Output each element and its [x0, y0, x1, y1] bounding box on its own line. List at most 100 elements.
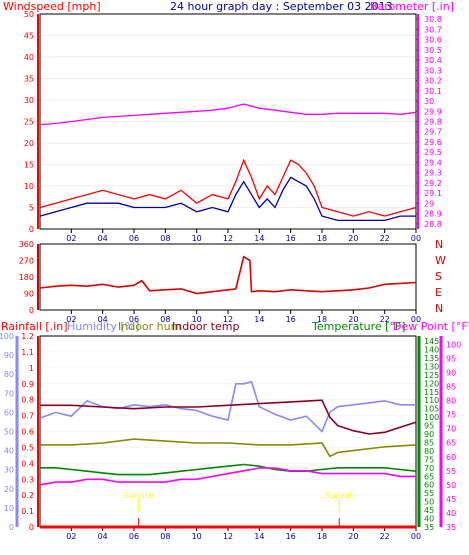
- dewpoint-y-tick-label: 80: [446, 397, 456, 406]
- baro-y-tick-label: 30: [424, 97, 434, 106]
- dewpoint-y-tick-label: 95: [446, 354, 456, 363]
- wind-y-tick-label: 5: [29, 204, 34, 213]
- dir-compass-label: N: [435, 302, 443, 315]
- humidity-y-tick-label: 90: [4, 351, 14, 360]
- baro-y-tick-label: 29.2: [424, 179, 442, 188]
- temp-x-tick-label: 12: [223, 532, 233, 541]
- indoor-temp-title: Indoor temp: [172, 320, 239, 333]
- series-windspeed-mph: [39, 158, 417, 217]
- dir-x-tick-label: 06: [129, 315, 139, 324]
- temp-y-tick-label: 45: [424, 506, 434, 515]
- temp-x-tick-label: 16: [286, 532, 296, 541]
- baro-y-tick-label: 30.4: [424, 56, 442, 65]
- wind-x-tick-label: 20: [348, 234, 358, 243]
- dir-y-tick-label: 360: [19, 240, 34, 249]
- baro-y-tick-label: 29.4: [424, 158, 442, 167]
- rain-y-tick-label: 0.3: [21, 475, 34, 484]
- baro-y-tick-label: 29.8: [424, 118, 442, 127]
- humidity-y-tick-label: 100: [0, 332, 14, 341]
- dir-x-tick-label: 10: [192, 315, 202, 324]
- wind-y-tick-label: 10: [24, 182, 34, 191]
- dir-x-tick-label: 16: [286, 315, 296, 324]
- wind-x-tick-label: 02: [66, 234, 76, 243]
- dir-x-tick-label: 22: [380, 315, 390, 324]
- dir-x-tick-label: 12: [223, 315, 233, 324]
- temp-y-tick-label: 115: [424, 388, 439, 397]
- wind-y-tick-label: 40: [24, 53, 34, 62]
- series-barometer-in: [39, 103, 417, 126]
- temp-y-tick-label: 65: [424, 472, 434, 481]
- baro-y-tick-label: 28.9: [424, 210, 442, 219]
- temp-y-tick-label: 50: [424, 498, 434, 507]
- temp-y-tick-label: 35: [424, 523, 434, 532]
- baro-y-tick-label: 30.6: [424, 36, 442, 45]
- dewpoint-y-tick-label: 45: [446, 495, 456, 504]
- wind-x-tick-label: 06: [129, 234, 139, 243]
- baro-y-tick-label: 29.5: [424, 148, 442, 157]
- wind-x-tick-label: 00: [411, 234, 421, 243]
- dir-x-tick-label: 14: [254, 315, 264, 324]
- wind-x-tick-label: 14: [254, 234, 264, 243]
- graph-title: 24 hour graph day : September 03 2013: [170, 0, 393, 13]
- wind-x-tick-label: 16: [286, 234, 296, 243]
- humidity-y-tick-label: 60: [4, 408, 14, 417]
- temp-y-tick-label: 80: [424, 447, 434, 456]
- baro-y-tick-label: 30.5: [424, 46, 442, 55]
- temp-y-tick-label: 90: [424, 430, 434, 439]
- baro-y-tick-label: 30.7: [424, 25, 442, 34]
- baro-y-tick-label: 29.3: [424, 169, 442, 178]
- humidity-y-tick-label: 20: [4, 485, 14, 494]
- baro-y-tick-label: 30.1: [424, 87, 442, 96]
- sun-event-label: Sunrise: [124, 491, 154, 500]
- wind-y-tick-label: 30: [24, 96, 34, 105]
- humidity-axis-title: Humidity [%]: [67, 320, 139, 333]
- dir-x-tick-label: 02: [66, 315, 76, 324]
- temp-x-tick-label: 06: [129, 532, 139, 541]
- dewpoint-y-tick-label: 60: [446, 453, 456, 462]
- dir-y-tick-label: 0: [29, 306, 34, 315]
- temp-y-tick-label: 70: [424, 464, 434, 473]
- wind-y-tick-label: 0: [29, 225, 34, 234]
- temp-y-tick-label: 75: [424, 455, 434, 464]
- dewpoint-y-tick-label: 50: [446, 481, 456, 490]
- temp-y-tick-label: 60: [424, 481, 434, 490]
- baro-y-tick-label: 29.7: [424, 128, 442, 137]
- baro-y-tick-label: 29.9: [424, 107, 442, 116]
- dewpoint-y-tick-label: 85: [446, 383, 456, 392]
- wind-barometer-panel: 5045403530252015105030.830.730.630.530.4…: [24, 10, 442, 243]
- dir-x-tick-label: 04: [98, 315, 108, 324]
- rain-y-tick-label: 0.4: [21, 459, 34, 468]
- baro-y-tick-label: 28.8: [424, 220, 442, 229]
- dew-point-axis-title: Dew Point [°F]: [393, 320, 469, 333]
- temp-y-tick-label: 125: [424, 371, 439, 380]
- rain-y-tick-label: 0.1: [21, 507, 34, 516]
- temp-x-tick-label: 10: [192, 532, 202, 541]
- dewpoint-y-tick-label: 55: [446, 467, 456, 476]
- dir-x-tick-label: 08: [160, 315, 170, 324]
- wind-x-tick-label: 08: [160, 234, 170, 243]
- temp-y-tick-label: 110: [424, 396, 439, 405]
- series-temperature-f: [40, 463, 417, 476]
- humidity-y-tick-label: 30: [4, 466, 14, 475]
- temp-x-tick-label: 22: [380, 532, 390, 541]
- temp-x-tick-label: 08: [160, 532, 170, 541]
- temp-x-tick-label: 18: [317, 532, 327, 541]
- wind-x-tick-label: 18: [317, 234, 327, 243]
- dir-y-tick-label: 180: [19, 273, 34, 282]
- baro-y-tick-label: 30.3: [424, 66, 442, 75]
- temp-y-tick-label: 95: [424, 422, 434, 431]
- temp-x-tick-label: 20: [348, 532, 358, 541]
- temp-x-tick-label: 02: [66, 532, 76, 541]
- dewpoint-y-tick-label: 100: [446, 340, 461, 349]
- baro-y-tick-label: 30.2: [424, 77, 442, 86]
- humidity-y-tick-label: 50: [4, 428, 14, 437]
- rain-y-tick-label: 0.5: [21, 443, 34, 452]
- wind-y-tick-label: 15: [24, 161, 34, 170]
- rain-y-tick-label: 1.1: [21, 348, 34, 357]
- wind-y-tick-label: 20: [24, 139, 34, 148]
- dir-y-tick-label: 270: [19, 257, 34, 266]
- indoor-hum-title: Indoor hum: [118, 320, 181, 333]
- rain-y-tick-label: 0.8: [21, 396, 34, 405]
- rain-y-tick-label: 1.2: [21, 332, 34, 341]
